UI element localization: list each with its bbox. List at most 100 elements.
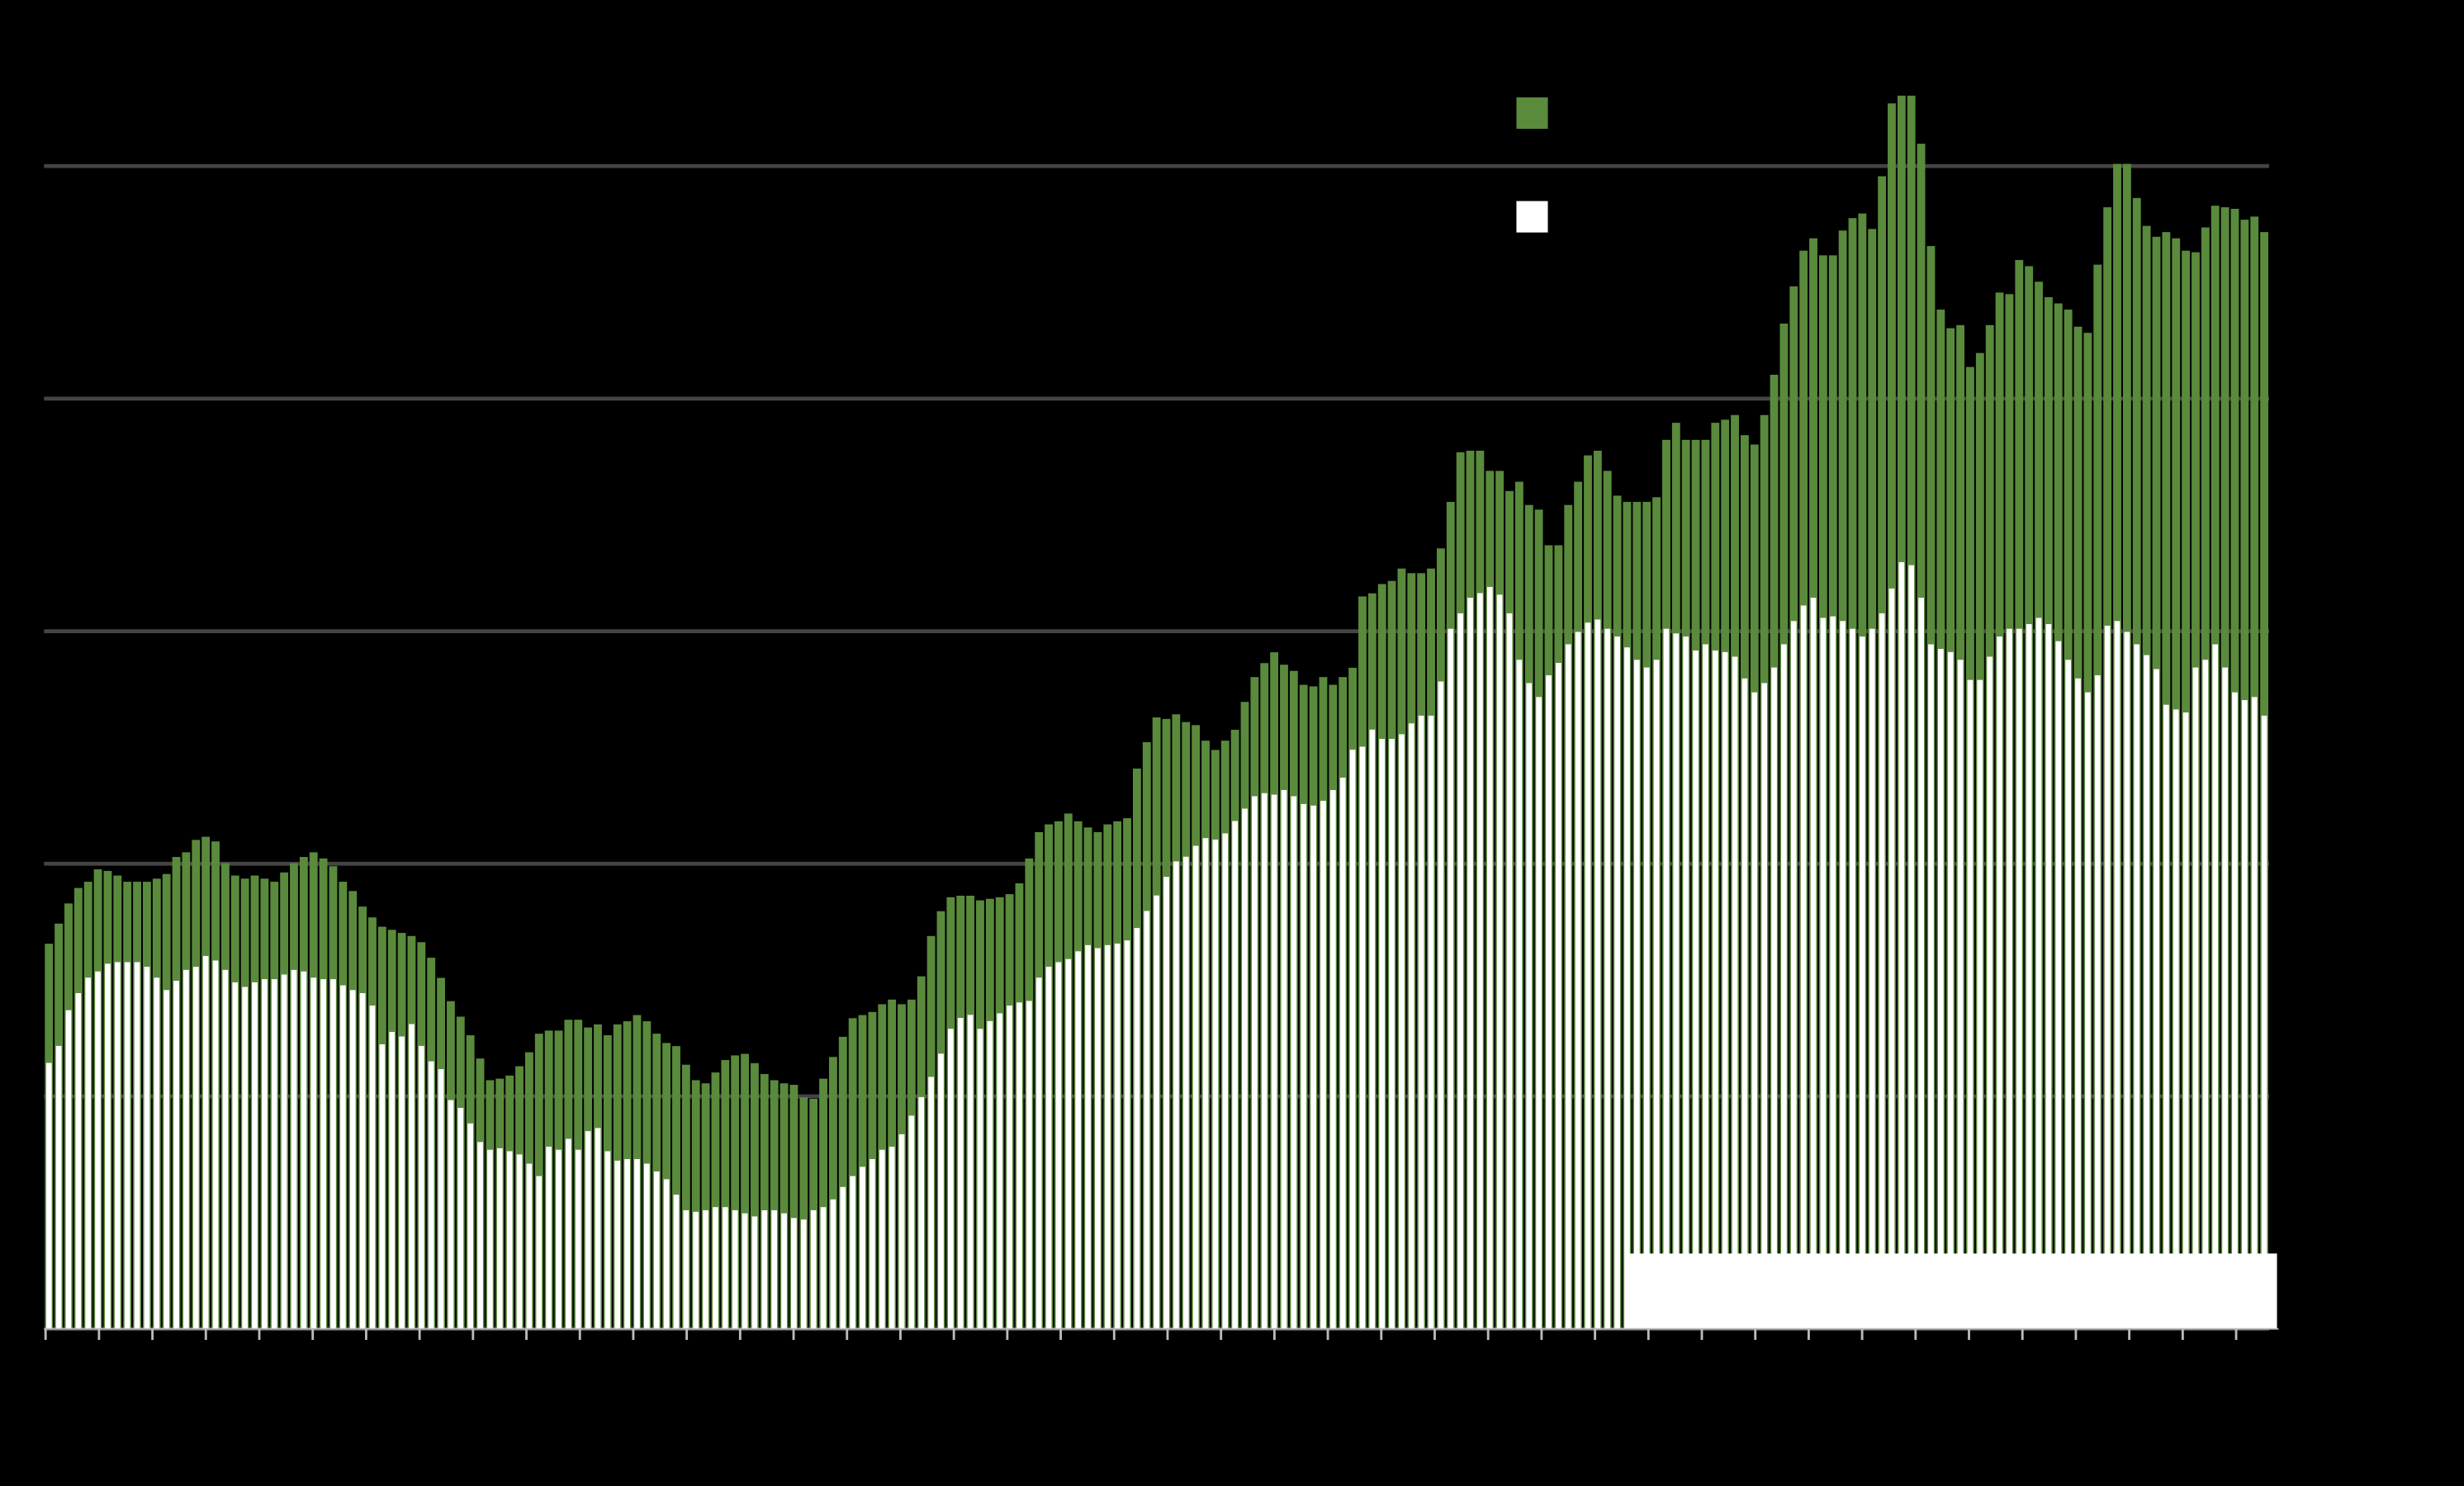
bar: [1093, 831, 1102, 949]
bar: [613, 1159, 622, 1330]
bar: [888, 999, 897, 1147]
bar: [819, 1205, 827, 1330]
bar: [2054, 303, 2063, 641]
bar: [917, 1096, 926, 1330]
bar: [250, 981, 259, 1330]
bar: [1387, 580, 1396, 739]
bar: [1926, 642, 1936, 1330]
bar: [799, 1218, 808, 1330]
bar: [319, 858, 328, 980]
bar: [1025, 999, 1034, 1330]
bar: [1897, 561, 1906, 1330]
bar: [1339, 776, 1348, 1330]
bar: [1897, 95, 1906, 562]
bar: [838, 1185, 847, 1330]
bar: [584, 1027, 593, 1132]
bar: [240, 985, 249, 1330]
bar: [789, 1216, 798, 1330]
bar: [995, 1011, 1004, 1330]
bar: [123, 882, 132, 963]
bar: [280, 872, 289, 975]
bar: [1035, 976, 1044, 1330]
bar: [1721, 651, 1730, 1330]
bar: [1603, 471, 1612, 629]
bar: [2122, 630, 2131, 1330]
bar: [54, 923, 64, 1046]
bar: [898, 1004, 906, 1134]
bar: [623, 1021, 632, 1159]
bar: [2210, 206, 2220, 645]
bar: [1574, 481, 1583, 632]
bar: [2035, 616, 2043, 1330]
bar: [819, 1078, 827, 1208]
bar: [2142, 225, 2151, 655]
bar: [623, 1157, 632, 1330]
bar: [2182, 250, 2191, 712]
bar: [1280, 665, 1288, 790]
bar: [152, 878, 161, 978]
bar: [1407, 722, 1416, 1330]
bar: [1348, 748, 1357, 1330]
bar: [1818, 616, 1827, 1330]
bar: [1142, 909, 1151, 1330]
legend-swatch: [1516, 201, 1548, 233]
bar: [544, 1145, 553, 1330]
bar: [1427, 714, 1435, 1330]
bar: [1623, 501, 1632, 648]
bar: [290, 863, 298, 970]
bar: [45, 1061, 54, 1330]
bar: [1446, 501, 1455, 629]
bar: [486, 1080, 495, 1150]
bar: [2152, 236, 2161, 670]
bar: [377, 926, 386, 1044]
bar: [1603, 627, 1612, 1330]
bar: [1064, 958, 1073, 1330]
bar: [1073, 821, 1083, 952]
bar: [1093, 946, 1102, 1330]
bar: [368, 1004, 377, 1330]
bar: [1907, 95, 1916, 566]
bar: [681, 1064, 690, 1210]
bar: [1495, 471, 1504, 595]
bar: [280, 973, 289, 1330]
bar: [260, 878, 269, 980]
bar: [1476, 591, 1485, 1330]
bar: [907, 999, 916, 1116]
bar: [437, 1067, 445, 1330]
bar: [387, 930, 396, 1032]
bar: [1192, 844, 1201, 1330]
bar: [1789, 619, 1798, 1330]
bar: [1711, 423, 1720, 651]
bar: [956, 1016, 965, 1330]
bar: [936, 1052, 945, 1330]
bar: [907, 1114, 916, 1330]
bar: [888, 1145, 897, 1330]
bar: [1878, 176, 1887, 613]
bar: [1486, 471, 1495, 587]
bar: [1446, 627, 1455, 1330]
bar: [2083, 691, 2092, 1330]
bar: [211, 958, 220, 1330]
bar: [143, 965, 151, 1330]
bar: [2025, 622, 2034, 1330]
bar: [270, 977, 279, 1330]
bar: [917, 976, 926, 1097]
bar: [672, 1193, 680, 1330]
bar: [1123, 818, 1131, 941]
bar: [1858, 213, 1867, 637]
bar: [2260, 232, 2269, 716]
bar: [1064, 813, 1073, 959]
bar: [1681, 439, 1690, 637]
bar: [2230, 208, 2239, 693]
bar: [377, 1043, 386, 1330]
bar: [2064, 658, 2073, 1330]
bar: [2220, 666, 2229, 1330]
bar: [2192, 252, 2200, 668]
bar: [1731, 655, 1739, 1330]
bar: [741, 1053, 749, 1214]
bar: [1172, 714, 1181, 862]
bar: [1652, 497, 1661, 660]
bar: [995, 897, 1004, 1014]
bar: [2083, 333, 2092, 693]
bar: [1329, 788, 1338, 1330]
